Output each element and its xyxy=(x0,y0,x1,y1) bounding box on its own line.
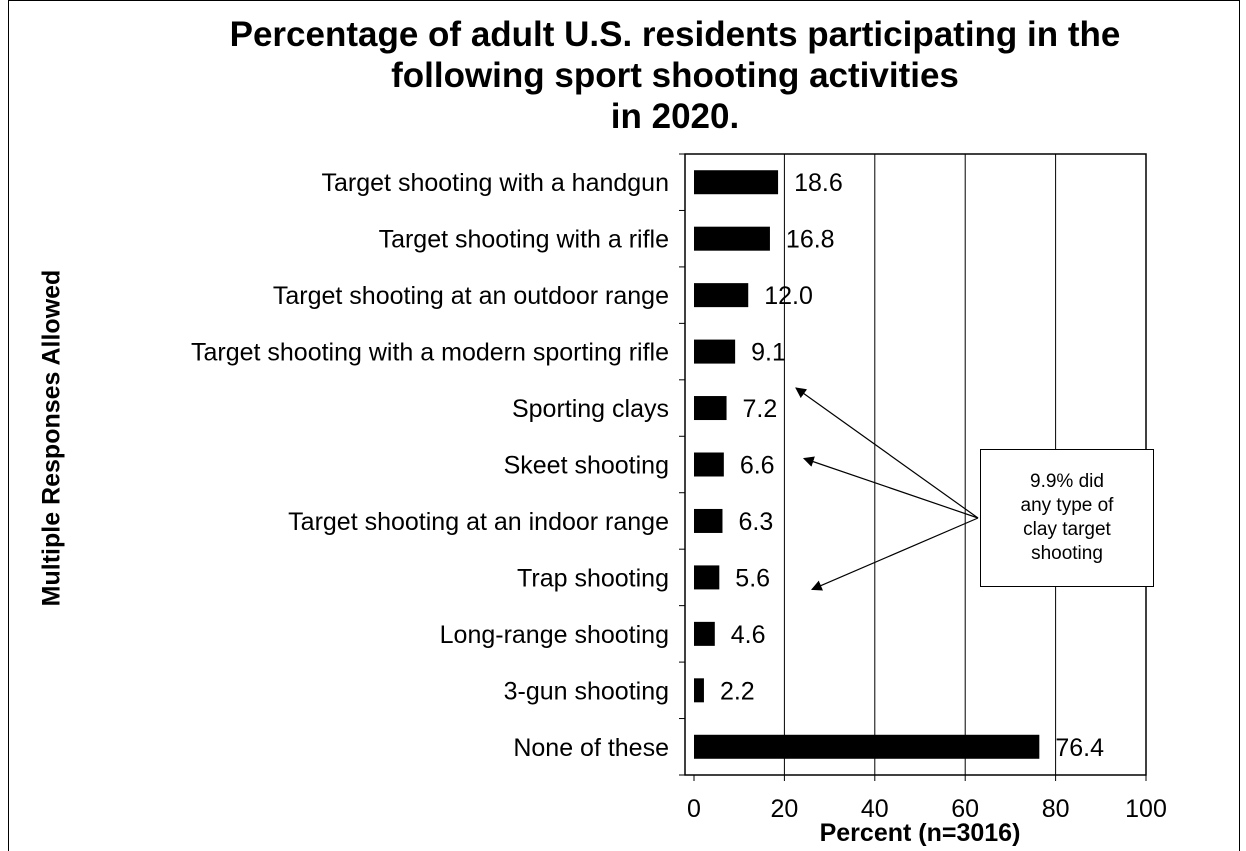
category-label-0: Target shooting with a handgun xyxy=(322,169,669,197)
bar-0 xyxy=(694,170,778,194)
bar-8 xyxy=(694,622,715,646)
annotation-arrows xyxy=(796,388,978,589)
category-label-6: Target shooting at an indoor range xyxy=(288,508,669,536)
x-tick-label-100: 100 xyxy=(1125,795,1167,823)
value-label-5: 6.6 xyxy=(740,452,775,480)
annotation-arrow-1 xyxy=(804,459,978,519)
bar-3 xyxy=(694,340,735,364)
bar-2 xyxy=(694,283,748,307)
bar-6 xyxy=(694,509,722,533)
category-label-2: Target shooting at an outdoor range xyxy=(273,282,669,310)
value-label-7: 5.6 xyxy=(735,564,770,592)
category-label-5: Skeet shooting xyxy=(504,452,669,480)
bar-5 xyxy=(694,453,724,477)
category-label-4: Sporting clays xyxy=(512,395,669,423)
category-label-3: Target shooting with a modern sporting r… xyxy=(191,339,669,367)
category-label-1: Target shooting with a rifle xyxy=(379,226,669,254)
annotation-arrow-2 xyxy=(812,518,978,589)
value-label-2: 12.0 xyxy=(764,282,813,310)
x-axis-label: Percent (n=3016) xyxy=(820,819,1021,847)
value-label-4: 7.2 xyxy=(743,395,778,423)
value-label-3: 9.1 xyxy=(751,339,786,367)
value-label-10: 76.4 xyxy=(1055,734,1104,762)
x-tick-label-0: 0 xyxy=(687,795,701,823)
annotation-line-1: 9.9% did xyxy=(1021,470,1114,494)
bar-10 xyxy=(694,735,1039,759)
annotation-line-3: clay target xyxy=(1021,518,1114,542)
value-label-1: 16.8 xyxy=(786,226,835,254)
annotation-line-2: any type of xyxy=(1021,494,1114,518)
x-tick-label-20: 20 xyxy=(770,795,798,823)
bar-7 xyxy=(694,565,719,589)
category-label-9: 3-gun shooting xyxy=(504,677,669,705)
bar-9 xyxy=(694,678,704,702)
x-tick-label-80: 80 xyxy=(1042,795,1070,823)
category-label-10: None of these xyxy=(513,734,669,762)
category-label-7: Trap shooting xyxy=(517,564,669,592)
value-label-8: 4.6 xyxy=(731,621,766,649)
annotation-box: 9.9% did any type of clay target shootin… xyxy=(980,449,1154,587)
value-label-0: 18.6 xyxy=(794,169,843,197)
category-label-8: Long-range shooting xyxy=(440,621,669,649)
bar-1 xyxy=(694,227,770,251)
annotation-arrow-0 xyxy=(796,388,978,518)
value-label-6: 6.3 xyxy=(738,508,773,536)
value-label-9: 2.2 xyxy=(720,677,755,705)
annotation-line-4: shooting xyxy=(1021,542,1114,566)
bar-4 xyxy=(694,396,727,420)
